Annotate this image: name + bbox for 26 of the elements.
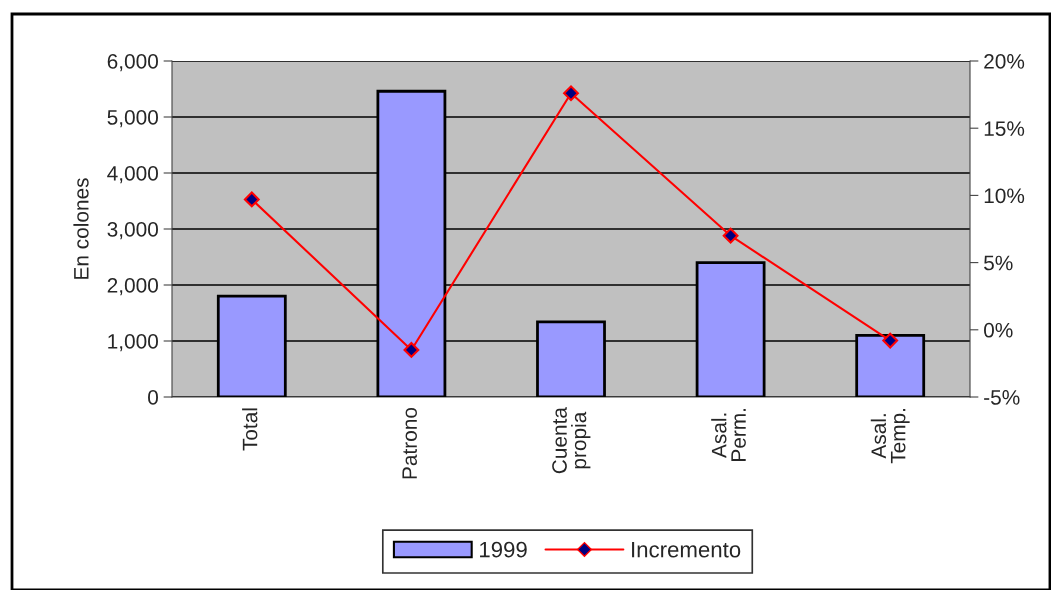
legend-label: Incremento — [632, 541, 741, 558]
legend-label: 1999 — [480, 541, 527, 558]
y-tick-label: 0 — [148, 390, 158, 405]
y2-tick-label: -5% — [984, 390, 1020, 405]
x-tick-label: Patrono — [402, 407, 417, 479]
point — [243, 191, 260, 208]
y-axis-title: En colones — [73, 178, 89, 279]
y-tick-label: 1,000 — [108, 334, 158, 352]
y2-tick-label: 20% — [984, 54, 1025, 69]
y2-tick-label: 10% — [984, 188, 1025, 204]
y-tick-label: 4,000 — [107, 166, 158, 184]
y-tick-label: 5,000 — [107, 110, 158, 128]
y-tick-label: 2,000 — [107, 278, 158, 296]
x-tick-label: Asal. Temp. — [870, 408, 910, 464]
x-tick-label: Cuenta propia — [552, 407, 591, 474]
x-tick-label: Asal. Perm. — [711, 408, 746, 461]
y-tick-label: 6,000 — [107, 54, 158, 72]
y-tick-label: 3,000 — [107, 222, 158, 240]
y2-tick-label: 0% — [984, 322, 1013, 338]
point — [563, 85, 579, 102]
y2-tick-label: 15% — [984, 121, 1025, 136]
x-tick-label: Total — [242, 408, 258, 451]
point — [882, 332, 899, 349]
y2-tick-label: 5% — [984, 255, 1013, 271]
point — [722, 227, 739, 244]
point — [403, 342, 420, 358]
